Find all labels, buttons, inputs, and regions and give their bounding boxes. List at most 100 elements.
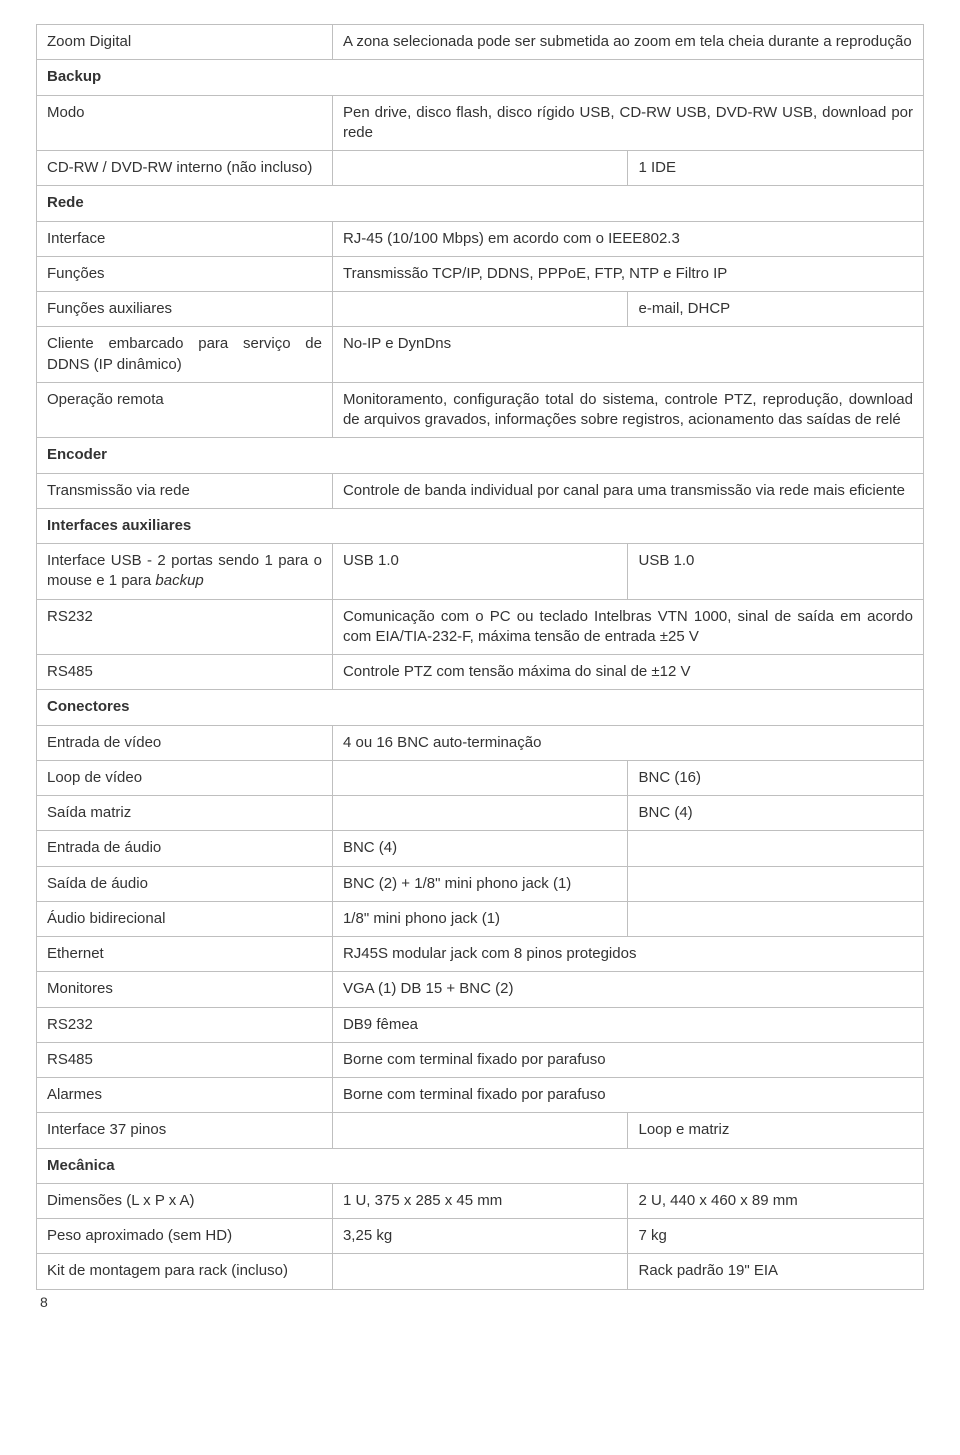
row-con-alarmes: Alarmes Borne com terminal fixado por pa… (37, 1078, 924, 1113)
label-rede-funcoes-aux: Funções auxiliares (37, 292, 333, 327)
header-mecanica: Mecânica (37, 1148, 924, 1183)
mid-rede-funcoes-aux (332, 292, 628, 327)
value-con-rs232: DB9 fêmea (332, 1007, 923, 1042)
mid-ifaux-usb: USB 1.0 (332, 544, 628, 600)
right-con-loop-video: BNC (16) (628, 760, 924, 795)
label-mec-dim: Dimensões (L x P x A) (37, 1183, 333, 1218)
row-rede-ddns: Cliente embarcado para serviço de DDNS (… (37, 327, 924, 383)
value-rede-interface: RJ-45 (10/100 Mbps) em acordo com o IEEE… (332, 221, 923, 256)
label-con-rs232: RS232 (37, 1007, 333, 1042)
mid-backup-cdrw (332, 151, 628, 186)
mid-mec-peso: 3,25 kg (332, 1219, 628, 1254)
label-mec-peso: Peso aproximado (sem HD) (37, 1219, 333, 1254)
label-ifaux-rs485: RS485 (37, 655, 333, 690)
right-mec-dim: 2 U, 440 x 460 x 89 mm (628, 1183, 924, 1218)
label-con-alarmes: Alarmes (37, 1078, 333, 1113)
row-mec-dim: Dimensões (L x P x A) 1 U, 375 x 285 x 4… (37, 1183, 924, 1218)
value-ifaux-rs485: Controle PTZ com tensão máxima do sinal … (332, 655, 923, 690)
label-con-entrada-video: Entrada de vídeo (37, 725, 333, 760)
label-con-saida-audio: Saída de áudio (37, 866, 333, 901)
value-con-alarmes: Borne com terminal fixado por parafuso (332, 1078, 923, 1113)
value-rede-ddns: No-IP e DynDns (332, 327, 923, 383)
label-rede-funcoes: Funções (37, 256, 333, 291)
row-rede-oper-remota: Operação remota Monitoramento, configura… (37, 382, 924, 438)
right-ifaux-usb: USB 1.0 (628, 544, 924, 600)
label-backup-cdrw: CD-RW / DVD-RW interno (não incluso) (37, 151, 333, 186)
mid-mec-kit (332, 1254, 628, 1289)
right-con-audio-bidir (628, 901, 924, 936)
row-rede-funcoes-aux: Funções auxiliares e-mail, DHCP (37, 292, 924, 327)
label-rede-oper-remota: Operação remota (37, 382, 333, 438)
label-ifaux-rs232: RS232 (37, 599, 333, 655)
mid-con-saida-audio: BNC (2) + 1/8" mini phono jack (1) (332, 866, 628, 901)
value-rede-oper-remota: Monitoramento, configuração total do sis… (332, 382, 923, 438)
header-backup: Backup (37, 60, 924, 95)
label-zoom-digital: Zoom Digital (37, 25, 333, 60)
spec-table: Zoom Digital A zona selecionada pode ser… (36, 24, 924, 1290)
value-backup-modo: Pen drive, disco flash, disco rígido USB… (332, 95, 923, 151)
header-conectores: Conectores (37, 690, 924, 725)
section-backup: Backup (37, 60, 924, 95)
value-zoom-digital: A zona selecionada pode ser submetida ao… (332, 25, 923, 60)
row-ifaux-rs232: RS232 Comunicação com o PC ou teclado In… (37, 599, 924, 655)
right-con-saida-matriz: BNC (4) (628, 796, 924, 831)
right-con-saida-audio (628, 866, 924, 901)
label-mec-kit: Kit de montagem para rack (incluso) (37, 1254, 333, 1289)
header-rede: Rede (37, 186, 924, 221)
label-con-monitores: Monitores (37, 972, 333, 1007)
right-mec-peso: 7 kg (628, 1219, 924, 1254)
row-mec-peso: Peso aproximado (sem HD) 3,25 kg 7 kg (37, 1219, 924, 1254)
value-con-ethernet: RJ45S modular jack com 8 pinos protegido… (332, 937, 923, 972)
section-mecanica: Mecânica (37, 1148, 924, 1183)
label-rede-interface: Interface (37, 221, 333, 256)
row-con-ethernet: Ethernet RJ45S modular jack com 8 pinos … (37, 937, 924, 972)
row-encoder-trans: Transmissão via rede Controle de banda i… (37, 473, 924, 508)
row-con-entrada-audio: Entrada de áudio BNC (4) (37, 831, 924, 866)
right-con-entrada-audio (628, 831, 924, 866)
value-rede-funcoes: Transmissão TCP/IP, DDNS, PPPoE, FTP, NT… (332, 256, 923, 291)
value-encoder-trans: Controle de banda individual por canal p… (332, 473, 923, 508)
section-encoder: Encoder (37, 438, 924, 473)
row-con-monitores: Monitores VGA (1) DB 15 + BNC (2) (37, 972, 924, 1007)
row-con-saida-audio: Saída de áudio BNC (2) + 1/8" mini phono… (37, 866, 924, 901)
header-ifaux: Interfaces auxiliares (37, 508, 924, 543)
right-backup-cdrw: 1 IDE (628, 151, 924, 186)
section-rede: Rede (37, 186, 924, 221)
section-ifaux: Interfaces auxiliares (37, 508, 924, 543)
row-ifaux-usb: Interface USB - 2 portas sendo 1 para o … (37, 544, 924, 600)
row-con-if37: Interface 37 pinos Loop e matriz (37, 1113, 924, 1148)
label-con-if37: Interface 37 pinos (37, 1113, 333, 1148)
mid-mec-dim: 1 U, 375 x 285 x 45 mm (332, 1183, 628, 1218)
label-con-audio-bidir: Áudio bidirecional (37, 901, 333, 936)
right-rede-funcoes-aux: e-mail, DHCP (628, 292, 924, 327)
value-con-monitores: VGA (1) DB 15 + BNC (2) (332, 972, 923, 1007)
row-zoom-digital: Zoom Digital A zona selecionada pode ser… (37, 25, 924, 60)
row-con-rs485: RS485 Borne com terminal fixado por para… (37, 1042, 924, 1077)
label-con-loop-video: Loop de vídeo (37, 760, 333, 795)
mid-con-saida-matriz (332, 796, 628, 831)
section-conectores: Conectores (37, 690, 924, 725)
row-backup-cdrw: CD-RW / DVD-RW interno (não incluso) 1 I… (37, 151, 924, 186)
row-ifaux-rs485: RS485 Controle PTZ com tensão máxima do … (37, 655, 924, 690)
row-rede-funcoes: Funções Transmissão TCP/IP, DDNS, PPPoE,… (37, 256, 924, 291)
value-con-rs485: Borne com terminal fixado por parafuso (332, 1042, 923, 1077)
mid-con-audio-bidir: 1/8" mini phono jack (1) (332, 901, 628, 936)
mid-con-if37 (332, 1113, 628, 1148)
page-number: 8 (40, 1294, 924, 1310)
label-con-ethernet: Ethernet (37, 937, 333, 972)
label-backup-modo: Modo (37, 95, 333, 151)
label-ifaux-usb: Interface USB - 2 portas sendo 1 para o … (37, 544, 333, 600)
label-con-rs485: RS485 (37, 1042, 333, 1077)
right-mec-kit: Rack padrão 19" EIA (628, 1254, 924, 1289)
row-con-entrada-video: Entrada de vídeo 4 ou 16 BNC auto-termin… (37, 725, 924, 760)
label-con-entrada-audio: Entrada de áudio (37, 831, 333, 866)
row-backup-modo: Modo Pen drive, disco flash, disco rígid… (37, 95, 924, 151)
value-con-entrada-video: 4 ou 16 BNC auto-terminação (332, 725, 923, 760)
mid-con-loop-video (332, 760, 628, 795)
row-con-audio-bidir: Áudio bidirecional 1/8" mini phono jack … (37, 901, 924, 936)
row-rede-interface: Interface RJ-45 (10/100 Mbps) em acordo … (37, 221, 924, 256)
label-encoder-trans: Transmissão via rede (37, 473, 333, 508)
label-ifaux-usb-ital: backup (155, 572, 203, 589)
right-con-if37: Loop e matriz (628, 1113, 924, 1148)
label-con-saida-matriz: Saída matriz (37, 796, 333, 831)
